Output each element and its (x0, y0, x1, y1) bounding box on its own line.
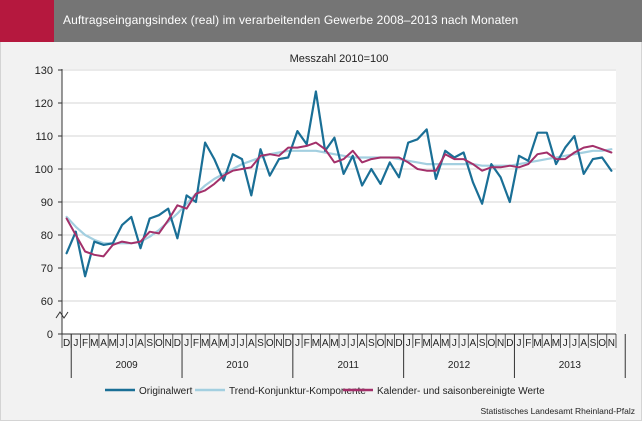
legend-label: Trend-Konjunktur-Komponente (229, 386, 366, 397)
month-label: A (137, 338, 144, 349)
month-label: M (441, 338, 449, 349)
source-label: Statistisches Landesamt Rheinland-Pfalz (481, 406, 636, 416)
month-label: J (563, 338, 568, 349)
y-tick-label: 90 (41, 197, 53, 209)
y-tick-label: 60 (41, 296, 53, 308)
month-label: M (219, 338, 227, 349)
month-label: A (211, 338, 218, 349)
month-label: N (608, 338, 615, 349)
month-label: A (359, 338, 366, 349)
month-label: A (100, 338, 107, 349)
month-label: A (248, 338, 255, 349)
y-tick-label: 70 (41, 263, 53, 275)
month-label: J (230, 338, 235, 349)
month-label: J (452, 338, 457, 349)
month-label: J (461, 338, 466, 349)
plot-area (62, 69, 616, 334)
y-tick-label: 120 (35, 98, 53, 110)
month-label: J (350, 338, 355, 349)
month-label: F (414, 338, 420, 349)
month-label: S (590, 338, 597, 349)
month-label: O (266, 338, 274, 349)
gridlines (62, 69, 616, 302)
month-label: M (552, 338, 560, 349)
month-label: S (146, 338, 153, 349)
month-label: D (285, 338, 292, 349)
month-label: O (487, 338, 495, 349)
month-label: F (304, 338, 310, 349)
month-label: J (73, 338, 78, 349)
month-label: D (174, 338, 181, 349)
month-label: M (533, 338, 541, 349)
brand-accent (0, 0, 54, 42)
line-chart: Messzahl 2010=100 060708090100110120130 … (35, 53, 636, 416)
y-tick-label: 80 (41, 230, 53, 242)
y-tick-label: 130 (35, 65, 53, 77)
month-label: A (470, 338, 477, 349)
y-tick-label: 110 (35, 131, 53, 143)
month-label: J (295, 338, 300, 349)
month-label: M (423, 338, 431, 349)
legend: Originalwert Trend-Konjunktur-Komponente K… (105, 386, 545, 397)
axis-break-mark (55, 311, 69, 319)
month-label: J (184, 338, 189, 349)
month-label: J (517, 338, 522, 349)
month-label: D (395, 338, 402, 349)
year-label: 2010 (226, 360, 249, 371)
month-label: N (497, 338, 504, 349)
month-label: F (525, 338, 531, 349)
month-label: J (406, 338, 411, 349)
month-label: A (322, 338, 329, 349)
month-label: O (155, 338, 163, 349)
month-label: A (433, 338, 440, 349)
page-title: Auftragseingangsindex (real) im verarbei… (63, 13, 519, 27)
month-label: D (63, 338, 70, 349)
year-label: 2012 (448, 360, 471, 371)
y-axis: 0 60 70 80 90 100 110 120 130 (35, 65, 69, 341)
year-label: 2011 (337, 360, 359, 371)
legend-label: Kalender- und saisonbereinigte Werte (377, 386, 545, 397)
series-lines (65, 90, 613, 278)
month-label: S (368, 338, 375, 349)
month-label: S (479, 338, 486, 349)
year-label: 2013 (559, 360, 582, 371)
month-label: M (330, 338, 338, 349)
month-label: F (82, 338, 88, 349)
month-label: N (165, 338, 172, 349)
month-label: N (275, 338, 282, 349)
month-label: D (506, 338, 513, 349)
month-label: J (341, 338, 346, 349)
legend-label: Originalwert (139, 386, 193, 397)
month-label: A (543, 338, 550, 349)
chart-panel: Messzahl 2010=100 0 60 70 80 90 100 110 120 130 … (0, 42, 642, 421)
y-tick-label: 100 (35, 164, 53, 176)
month-label: M (201, 338, 209, 349)
month-label: M (90, 338, 98, 349)
year-label: 2009 (116, 360, 139, 371)
month-label: M (312, 338, 320, 349)
month-label: O (377, 338, 385, 349)
month-label: J (572, 338, 577, 349)
chart-subtitle: Messzahl 2010=100 (290, 53, 389, 65)
month-label: F (193, 338, 199, 349)
month-label: J (120, 338, 125, 349)
month-label: S (257, 338, 264, 349)
month-label: N (386, 338, 393, 349)
month-label: O (598, 338, 606, 349)
series-line (65, 90, 613, 278)
month-label: J (129, 338, 134, 349)
month-label: M (109, 338, 117, 349)
title-bar: Auftragseingangsindex (real) im verarbei… (0, 0, 642, 42)
month-label: A (580, 338, 587, 349)
series-line (65, 141, 613, 258)
y-tick-label: 0 (47, 329, 53, 341)
month-label: J (240, 338, 245, 349)
